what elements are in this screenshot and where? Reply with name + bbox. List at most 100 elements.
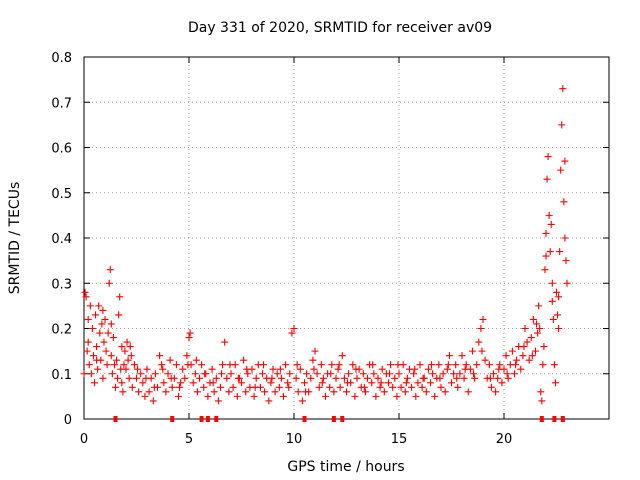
data-point (361, 388, 369, 396)
data-point (244, 370, 252, 378)
data-point (310, 365, 318, 373)
data-point (385, 379, 392, 387)
data-point (536, 325, 544, 332)
data-point (288, 329, 296, 337)
data-point (315, 383, 323, 391)
data-point (527, 334, 535, 342)
data-point (458, 352, 466, 360)
data-point (443, 365, 451, 373)
data-point (252, 374, 260, 382)
data-point (164, 370, 172, 378)
data-point (461, 365, 469, 373)
data-point (445, 352, 453, 360)
x-tick-label: 10 (286, 432, 303, 447)
data-point (234, 374, 242, 382)
data-point (233, 392, 241, 400)
data-point (307, 374, 315, 382)
data-point (533, 320, 541, 328)
data-point (349, 361, 357, 369)
data-point (551, 379, 559, 387)
data-point (548, 297, 556, 305)
data-point (412, 392, 420, 400)
data-point (114, 374, 122, 382)
data-point (444, 361, 452, 369)
data-point (532, 347, 539, 355)
data-point (204, 392, 212, 400)
x-axis-label: GPS time / hours (287, 459, 404, 475)
x-axis-mark (552, 416, 557, 422)
data-point (336, 383, 344, 391)
data-point (107, 320, 115, 328)
data-point (137, 370, 145, 378)
data-point (243, 365, 251, 373)
data-point (185, 334, 193, 342)
data-point (268, 374, 276, 382)
data-point (403, 374, 411, 382)
data-point (286, 370, 294, 378)
data-point (376, 383, 384, 391)
data-point (450, 370, 458, 378)
y-tick-label: 0.1 (51, 368, 72, 383)
data-point (429, 370, 437, 378)
data-point (504, 374, 512, 382)
data-point (273, 370, 281, 378)
data-point (92, 311, 100, 319)
data-point (402, 379, 410, 387)
data-point (143, 365, 151, 373)
data-point (223, 374, 231, 382)
data-point (512, 361, 520, 369)
data-point (492, 388, 500, 396)
data-point (126, 343, 134, 351)
data-point (550, 361, 558, 369)
data-point (99, 306, 107, 314)
data-point (419, 374, 427, 382)
data-point (82, 293, 90, 301)
data-point (293, 361, 301, 369)
data-point (517, 365, 525, 373)
data-point (477, 325, 485, 332)
data-point (193, 388, 201, 396)
data-point (495, 365, 503, 373)
data-point (158, 361, 166, 369)
data-point (318, 379, 326, 387)
data-point (441, 388, 449, 396)
data-point (87, 370, 95, 378)
data-point (91, 379, 98, 387)
data-point (260, 361, 268, 369)
data-point (172, 361, 180, 369)
data-point (301, 379, 308, 387)
data-point (535, 302, 543, 310)
data-point (330, 388, 338, 396)
x-tick-label: 5 (185, 432, 193, 447)
data-point (431, 392, 439, 400)
data-point (176, 383, 184, 391)
data-point (294, 388, 302, 396)
data-point (217, 383, 224, 391)
data-point (377, 379, 385, 387)
data-point (227, 370, 235, 378)
data-point (393, 392, 401, 400)
data-point (86, 302, 94, 310)
data-point (240, 356, 248, 364)
data-point (184, 361, 192, 369)
data-point (127, 352, 135, 360)
data-point (168, 383, 176, 391)
data-point (107, 352, 115, 360)
data-point (121, 347, 129, 355)
data-point (529, 315, 537, 323)
data-point (521, 325, 529, 332)
data-point (103, 361, 111, 369)
data-point (179, 365, 187, 373)
data-point (547, 220, 555, 228)
data-point (541, 266, 549, 274)
data-point (520, 343, 528, 351)
data-point (151, 370, 159, 378)
data-point (101, 315, 109, 323)
data-point (162, 388, 170, 396)
data-point (212, 374, 220, 382)
data-point (133, 374, 140, 382)
data-point (284, 379, 292, 387)
data-point (334, 365, 342, 373)
data-point (475, 338, 483, 346)
data-point (177, 379, 185, 387)
